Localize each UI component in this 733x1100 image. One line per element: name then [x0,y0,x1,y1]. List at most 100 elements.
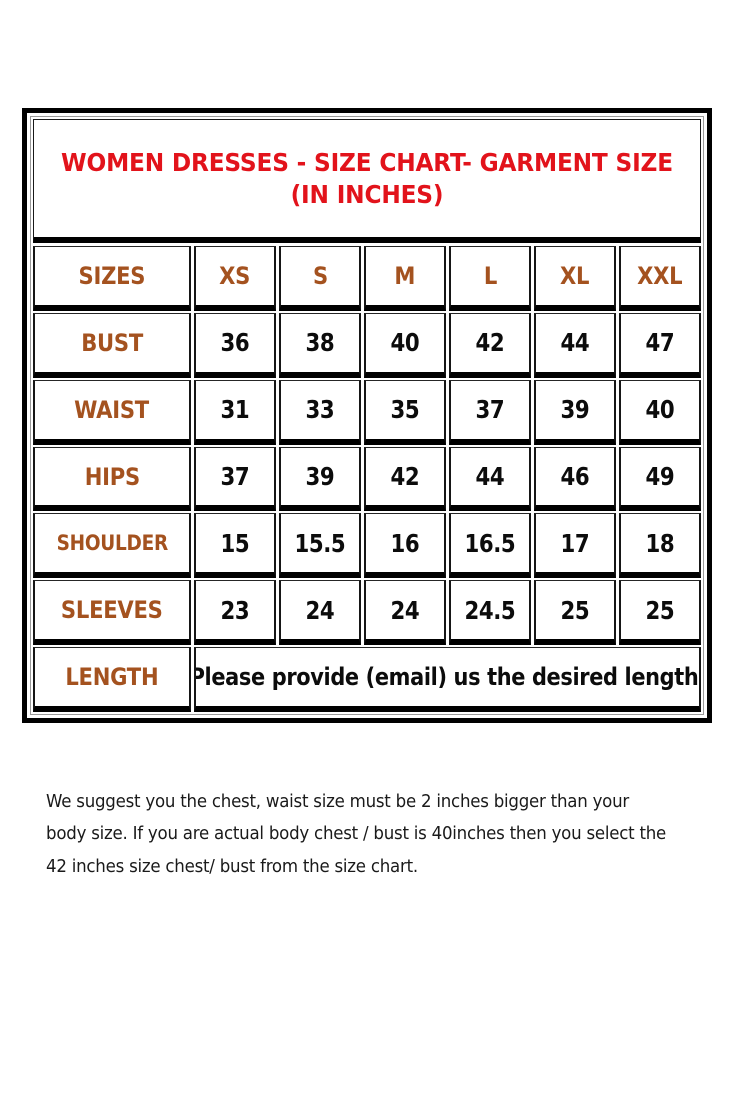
value-shoulder-s: 15.5 [294,528,346,558]
value-shoulder-m: 16 [390,528,420,558]
cell-shoulder-l: 16.5 [449,513,531,579]
cell-bust-s: 38 [279,312,361,378]
size-chart-body: SIZES XS S M L XL XXL [31,243,703,714]
table-row-hips: HIPS 37 39 42 44 46 49 [33,446,701,512]
value-sleeves-m: 24 [390,595,420,625]
cell-shoulder-m: 16 [364,513,446,579]
value-bust-xs: 36 [220,328,250,358]
table-row-bust: BUST 36 38 40 42 44 47 [33,312,701,378]
cell-waist-xs: 31 [194,379,276,445]
table-row-waist: WAIST 31 33 35 37 39 40 [33,379,701,445]
cell-waist-s: 33 [279,379,361,445]
row-label-length: LENGTH [65,663,159,692]
value-sleeves-xl: 25 [560,595,590,625]
row-label-cell-length: LENGTH [33,647,191,713]
value-sleeves-xs: 23 [220,595,250,625]
header-label-sizes: SIZES [78,261,146,290]
value-hips-l: 44 [475,462,505,491]
row-label-waist: WAIST [74,395,150,424]
value-hips-xs: 37 [220,462,250,491]
cell-bust-xl: 44 [534,312,616,378]
header-label-xl: XL [560,261,590,290]
cell-sleeves-xs: 23 [194,580,276,646]
value-hips-s: 39 [305,462,335,491]
row-label-cell-shoulder: SHOULDER [33,513,191,579]
cell-sleeves-s: 24 [279,580,361,646]
cell-bust-xxl: 47 [619,312,701,378]
header-label-l: L [483,261,497,290]
table-header-row: SIZES XS S M L XL XXL [33,246,701,311]
cell-shoulder-xl: 17 [534,513,616,579]
value-hips-xl: 46 [560,462,590,491]
chart-title-row: WOMEN DRESSES - SIZE CHART- GARMENT SIZE… [33,119,701,243]
cell-shoulder-s: 15.5 [279,513,361,579]
value-sleeves-l: 24.5 [464,595,516,625]
header-cell-xs: XS [194,246,276,311]
row-label-hips: HIPS [84,462,140,491]
cell-waist-xxl: 40 [619,379,701,445]
value-waist-xs: 31 [220,395,250,425]
value-waist-s: 33 [305,395,335,425]
cell-length-note: Please provide (email) us the desired le… [194,647,701,713]
value-shoulder-xxl: 18 [645,528,675,558]
row-label-shoulder: SHOULDER [56,531,168,556]
header-cell-sizes: SIZES [33,246,191,311]
header-label-xxl: XXL [637,261,683,290]
value-bust-m: 40 [390,328,420,358]
value-waist-l: 37 [475,395,505,425]
table-row-shoulder: SHOULDER 15 15.5 16 16.5 17 18 [33,513,701,579]
value-hips-m: 42 [390,462,420,491]
header-cell-m: M [364,246,446,311]
table-row-length: LENGTH Please provide (email) us the des… [33,647,701,713]
row-label-cell-sleeves: SLEEVES [33,580,191,646]
cell-waist-xl: 39 [534,379,616,445]
table-row-sleeves: SLEEVES 23 24 24 24.5 25 25 [33,580,701,646]
value-shoulder-xl: 17 [560,528,590,558]
cell-hips-l: 44 [449,446,531,512]
cell-hips-xs: 37 [194,446,276,512]
header-cell-s: S [279,246,361,311]
value-bust-l: 42 [475,328,505,358]
cell-hips-xl: 46 [534,446,616,512]
value-shoulder-xs: 15 [220,528,250,558]
row-label-sleeves: SLEEVES [61,596,163,625]
value-waist-m: 35 [390,395,420,425]
size-chart-inner-frame: WOMEN DRESSES - SIZE CHART- GARMENT SIZE… [30,116,704,715]
chart-title: WOMEN DRESSES - SIZE CHART- GARMENT SIZE… [61,147,673,209]
cell-hips-s: 39 [279,446,361,512]
value-sleeves-xxl: 25 [645,595,675,625]
length-note-text: Please provide (email) us the desired le… [194,663,701,692]
cell-sleeves-l: 24.5 [449,580,531,646]
value-sleeves-s: 24 [305,595,335,625]
header-label-m: M [394,261,416,290]
value-waist-xl: 39 [560,395,590,425]
header-cell-l: L [449,246,531,311]
value-waist-xxl: 40 [645,395,675,425]
cell-hips-m: 42 [364,446,446,512]
cell-waist-l: 37 [449,379,531,445]
row-label-cell-bust: BUST [33,312,191,378]
row-label-bust: BUST [81,328,143,357]
cell-shoulder-xxl: 18 [619,513,701,579]
cell-bust-xs: 36 [194,312,276,378]
cell-shoulder-xs: 15 [194,513,276,579]
cell-sleeves-m: 24 [364,580,446,646]
header-label-xs: XS [219,261,251,290]
row-label-cell-hips: HIPS [33,446,191,512]
header-cell-xl: XL [534,246,616,311]
footer-note: We suggest you the chest, waist size mus… [46,792,667,877]
cell-sleeves-xl: 25 [534,580,616,646]
row-label-cell-waist: WAIST [33,379,191,445]
value-hips-xxl: 49 [645,462,675,491]
header-cell-xxl: XXL [619,246,701,311]
value-bust-xl: 44 [560,328,590,358]
size-chart-table: WOMEN DRESSES - SIZE CHART- GARMENT SIZE… [22,108,712,723]
cell-sleeves-xxl: 25 [619,580,701,646]
cell-bust-m: 40 [364,312,446,378]
cell-bust-l: 42 [449,312,531,378]
value-bust-xxl: 47 [645,328,675,358]
value-bust-s: 38 [305,328,335,358]
value-shoulder-l: 16.5 [464,528,516,558]
header-label-s: S [312,261,328,290]
cell-hips-xxl: 49 [619,446,701,512]
